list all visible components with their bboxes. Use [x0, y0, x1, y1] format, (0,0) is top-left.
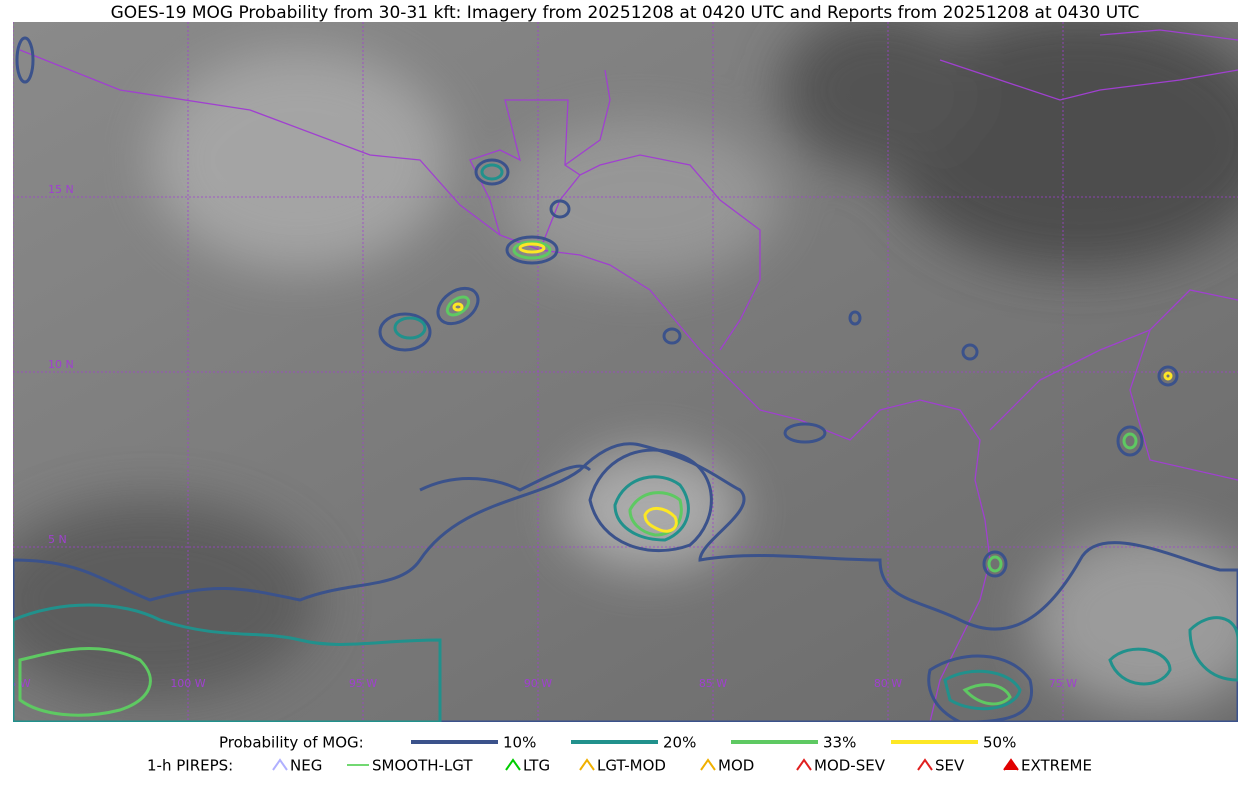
lon-label: 75 W	[1049, 677, 1077, 690]
lon-label: 95 W	[349, 677, 377, 690]
pirep-label: SEV	[935, 757, 965, 775]
pirep-label: NEG	[290, 757, 322, 775]
title: GOES-19 MOG Probability from 30-31 kft: …	[111, 3, 1140, 23]
lat-label: 15 N	[48, 183, 74, 196]
lat-label: 5 N	[48, 533, 67, 546]
pirep-icon	[505, 758, 521, 771]
pirep-label: SMOOTH-LGT	[372, 757, 473, 775]
pirep-label: LGT-MOD	[597, 757, 666, 775]
pirep-label: EXTREME	[1021, 757, 1092, 775]
legend-label: 10%	[503, 734, 536, 752]
pirep-label: MOD	[718, 757, 754, 775]
lon-label: 90 W	[524, 677, 552, 690]
pirep-label: LTG	[523, 757, 550, 775]
map: 15 N 10 N 5 N 105 W 100 W 95 W 90 W 85 W 80 W 75 …	[0, 22, 1238, 722]
legend-label: 50%	[983, 734, 1016, 752]
pirep-icon	[796, 758, 812, 771]
lon-label: 80 W	[874, 677, 902, 690]
legend-label: 20%	[663, 734, 696, 752]
legend: Probability of MOG: 10% 20% 33% 50% 1-h PIREP…	[147, 734, 1092, 775]
legend-title: 1-h PIREPS:	[147, 757, 233, 775]
pirep-icon	[917, 758, 933, 771]
pirep-icon	[700, 758, 716, 771]
legend-title: Probability of MOG:	[219, 734, 364, 752]
lon-label: 105 W	[0, 677, 31, 690]
pirep-icon	[272, 758, 288, 771]
pirep-icon	[579, 758, 595, 771]
pirep-icon	[1003, 758, 1019, 771]
lon-label: 85 W	[699, 677, 727, 690]
lon-label: 100 W	[170, 677, 205, 690]
pirep-label: MOD-SEV	[814, 757, 886, 775]
legend-label: 33%	[823, 734, 856, 752]
graticule: 15 N 10 N 5 N 105 W 100 W 95 W 90 W 85 W 80 W 75 …	[0, 22, 1238, 722]
lat-label: 10 N	[48, 358, 74, 371]
